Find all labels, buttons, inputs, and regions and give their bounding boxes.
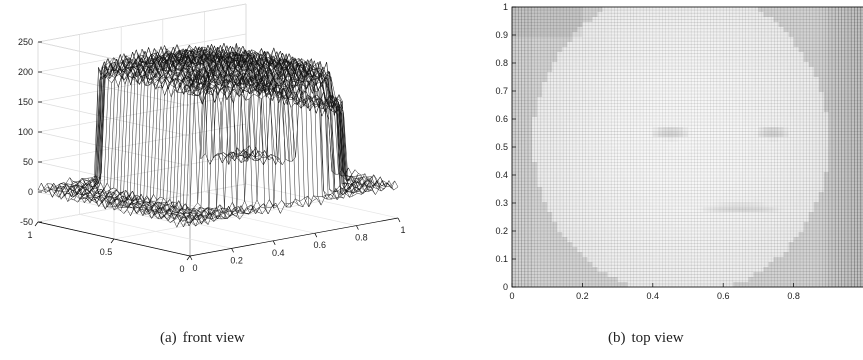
mesh-grid [511,6,863,288]
subfigure-front-view: -50 0 50 100 150 200 250 0 0.2 0.4 0.6 0.8 1 0 0.5 1 … [18,3,406,347]
caption-text: front view [182,330,245,346]
caption-front-view: (a) front view [160,330,251,347]
x-tick-label: 0.2 [230,255,243,265]
intensity-image [512,7,863,288]
z-tick-label: 100 [18,127,33,137]
x-tick-label: 0.8 [787,291,800,300]
x-axis-ticks-3d: 0 0.2 0.4 0.6 0.8 1 [189,217,406,273]
z-axis-ticks: -50 0 50 100 150 200 250 [18,37,42,227]
x-axis-ticks: 0 0.2 0.4 0.6 0.8 [509,283,800,301]
y-tick-label: 0.3 [495,198,508,208]
y-tick-label: 0.2 [495,226,508,236]
z-tick-label: -50 [20,217,33,227]
y-tick-label: 1 [27,230,32,240]
x-tick-label: 0.8 [355,233,368,243]
y-tick-label: 0.1 [495,254,508,264]
y-axis-ticks: 0 0.1 0.2 0.3 0.4 0.5 0.6 0.7 0.8 0.9 1 [495,2,516,292]
x-tick-label: 0 [192,263,197,273]
subfigure-label: (b) [608,330,626,346]
y-tick-label: 0.7 [495,86,508,96]
z-tick-label: 200 [18,67,33,77]
y-tick-label: 0.5 [495,142,508,152]
caption-text: top view [631,330,684,346]
x-tick-label: 0 [509,291,514,300]
y-tick-label: 0.5 [100,247,113,257]
x-tick-label: 0.4 [272,248,285,258]
x-tick-label: 0.4 [647,291,660,300]
z-tick-label: 250 [18,37,33,47]
y-tick-label: 1 [503,2,508,12]
caption-top-view: (b) top view [608,330,690,347]
x-tick-label: 1 [400,225,405,235]
y-tick-label: 0.6 [495,114,508,124]
subfigure-label: (a) [160,330,177,346]
y-tick-label: 0.4 [495,170,508,180]
y-tick-label: 0 [503,282,508,292]
surface-mesh [37,42,399,228]
y-tick-label: 0.9 [495,30,508,40]
top-view-plot: 0 0.1 0.2 0.3 0.4 0.5 0.6 0.7 0.8 0.9 1 0 0.2 0.4 0.6… [495,2,863,301]
x-tick-label: 0.6 [717,291,730,300]
z-tick-label: 0 [28,187,33,197]
x-tick-label: 0.6 [314,240,327,250]
z-tick-label: 50 [23,157,33,167]
y-axis-ticks-3d: 00.51 [27,221,191,274]
y-tick-label: 0 [179,264,184,274]
x-tick-label: 0.2 [576,291,589,300]
subfigure-top-view: 0 0.1 0.2 0.3 0.4 0.5 0.6 0.7 0.8 0.9 1 0 0.2 0.4 0.6… [440,0,863,360]
y-tick-label: 0.8 [495,58,508,68]
z-tick-label: 150 [18,97,33,107]
